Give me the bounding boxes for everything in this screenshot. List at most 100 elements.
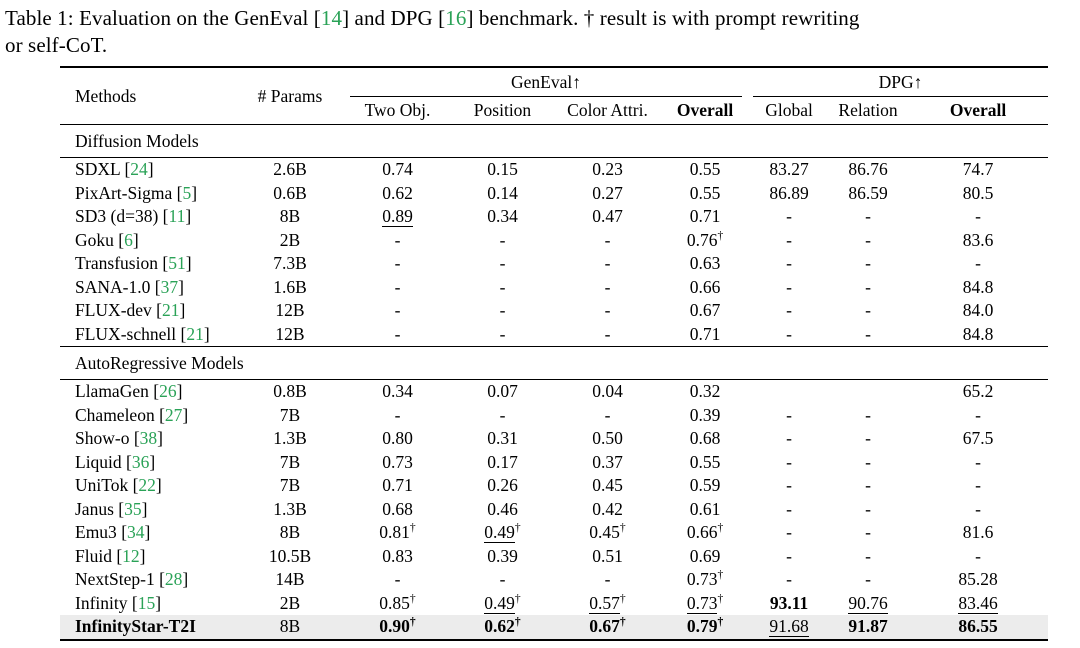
value-cell: 0.66† bbox=[660, 521, 750, 545]
citation-link[interactable]: 5 bbox=[182, 182, 192, 203]
value-text: - bbox=[394, 569, 401, 589]
value-cell: 84.0 bbox=[908, 299, 1048, 323]
value-text: 0.55 bbox=[689, 159, 721, 179]
value-text: 0.45 bbox=[589, 522, 620, 542]
value-text: - bbox=[865, 206, 871, 226]
value-text: 0.55 bbox=[689, 451, 721, 472]
value-text: 0.26 bbox=[487, 475, 518, 495]
table-row: Emu3 [34] 8B 0.81† 0.49† 0.45† 0.66† - -81.6 bbox=[60, 521, 1048, 545]
value-text: 0.66 bbox=[686, 522, 718, 542]
value-text: - bbox=[975, 206, 981, 226]
citation-link[interactable]: 6 bbox=[124, 229, 133, 250]
value-cell: 83.46 bbox=[908, 592, 1048, 616]
value-cell: 0.47 bbox=[555, 205, 660, 229]
params-cell: 0.8B bbox=[273, 381, 307, 401]
value-cell: 0.07 bbox=[450, 380, 555, 404]
params-cell: 12B bbox=[275, 300, 305, 320]
value-text: 0.17 bbox=[487, 451, 518, 472]
value-cell: - bbox=[555, 299, 660, 323]
value-cell: - bbox=[345, 568, 450, 592]
citation-link[interactable]: 27 bbox=[164, 404, 183, 425]
value-cell: - bbox=[345, 229, 450, 253]
value-text: 81.6 bbox=[962, 522, 994, 542]
dagger-mark: † bbox=[409, 616, 416, 629]
value-text: 85.28 bbox=[958, 569, 998, 589]
value-cell: - bbox=[828, 568, 908, 592]
value-text: - bbox=[786, 545, 792, 566]
citation-link[interactable]: 11 bbox=[168, 206, 186, 226]
citation-link[interactable]: 26 bbox=[159, 381, 177, 401]
dagger-mark: † bbox=[514, 616, 521, 629]
value-cell: 74.7 bbox=[908, 158, 1048, 182]
value-text: 0.61 bbox=[689, 498, 721, 519]
value-cell: - bbox=[908, 404, 1048, 428]
value-text: 86.59 bbox=[848, 182, 888, 203]
citation-link[interactable]: 16 bbox=[445, 6, 467, 30]
table-row: Liquid [36] 7B 0.73 0.17 0.37 0.55 - - - bbox=[60, 451, 1048, 475]
citation-link[interactable]: 12 bbox=[122, 545, 140, 566]
caption-text: or self-CoT. bbox=[5, 33, 108, 57]
table-caption: Table 1: Evaluation on the GenEval [14] … bbox=[5, 5, 1076, 59]
value-cell: 0.76† bbox=[660, 229, 750, 253]
value-text: 83.46 bbox=[958, 592, 998, 614]
citation-link[interactable]: 15 bbox=[137, 592, 156, 613]
citation-link[interactable]: 34 bbox=[127, 522, 145, 542]
value-text: 0.76 bbox=[686, 229, 718, 250]
value-text: 0.27 bbox=[592, 182, 623, 203]
method-name: InfinityStar-T2I bbox=[75, 616, 196, 636]
value-cell: - bbox=[750, 229, 828, 253]
value-text: 0.55 bbox=[689, 182, 721, 203]
citation-link[interactable]: 22 bbox=[138, 475, 156, 495]
method-name: Chameleon bbox=[75, 404, 155, 425]
value-cell: 0.39 bbox=[660, 404, 750, 428]
section-header-autoregressive-models: AutoRegressive Models bbox=[60, 346, 1049, 380]
value-cell: - bbox=[555, 404, 660, 428]
value-cell: 90.76 bbox=[828, 592, 908, 616]
value-cell: - bbox=[828, 252, 908, 276]
value-cell: 86.76 bbox=[828, 158, 908, 182]
citation-link[interactable]: 35 bbox=[124, 498, 142, 519]
value-cell: 0.59 bbox=[660, 474, 750, 498]
value-text: 0.39 bbox=[689, 404, 721, 425]
value-cell: - bbox=[828, 299, 908, 323]
value-cell: - bbox=[828, 498, 908, 522]
value-text: - bbox=[975, 475, 981, 495]
value-cell: 0.62† bbox=[450, 615, 555, 640]
citation-link[interactable]: 36 bbox=[131, 451, 150, 472]
col-group-dpg-label: DPG↑ bbox=[753, 71, 1049, 97]
value-text: - bbox=[786, 475, 792, 495]
citation-link[interactable]: 51 bbox=[168, 253, 186, 273]
value-cell: 0.55 bbox=[660, 158, 750, 182]
value-text: - bbox=[786, 404, 792, 425]
citation-link[interactable]: 28 bbox=[164, 569, 183, 589]
citation-link[interactable]: 21 bbox=[186, 323, 204, 344]
value-cell: - bbox=[750, 299, 828, 323]
params-cell: 10.5B bbox=[268, 545, 312, 566]
value-cell: - bbox=[450, 404, 555, 428]
value-text: 0.42 bbox=[592, 498, 623, 519]
value-cell: 0.71 bbox=[660, 205, 750, 229]
value-cell bbox=[828, 380, 908, 404]
dagger-mark: † bbox=[717, 522, 724, 535]
value-text: - bbox=[394, 300, 401, 320]
citation-link[interactable]: 24 bbox=[130, 159, 148, 179]
citation-link[interactable]: 21 bbox=[162, 300, 180, 320]
citation-link[interactable]: 38 bbox=[139, 428, 158, 448]
citation-link[interactable]: 14 bbox=[320, 6, 343, 30]
table-row: Transfusion [51] 7.3B - - - 0.63 - - - bbox=[60, 252, 1048, 276]
method-name: Show-o bbox=[75, 428, 130, 448]
value-text: 0.15 bbox=[487, 159, 518, 179]
value-text: 91.68 bbox=[769, 616, 809, 637]
method-cell: SDXL [24] bbox=[75, 159, 154, 179]
col-group-geneval: GenEval↑ bbox=[345, 67, 750, 97]
method-cell: UniTok [22] bbox=[75, 475, 162, 495]
value-text: - bbox=[604, 323, 611, 344]
value-cell: - bbox=[345, 252, 450, 276]
value-text: - bbox=[786, 451, 792, 472]
value-text: 0.07 bbox=[487, 381, 518, 401]
value-cell: - bbox=[345, 323, 450, 347]
value-cell: - bbox=[908, 545, 1048, 569]
table-row: Goku [6] 2B - - - 0.76† - - 83.6 bbox=[60, 229, 1048, 253]
citation-link[interactable]: 37 bbox=[160, 276, 179, 297]
value-cell: 86.55 bbox=[908, 615, 1049, 640]
